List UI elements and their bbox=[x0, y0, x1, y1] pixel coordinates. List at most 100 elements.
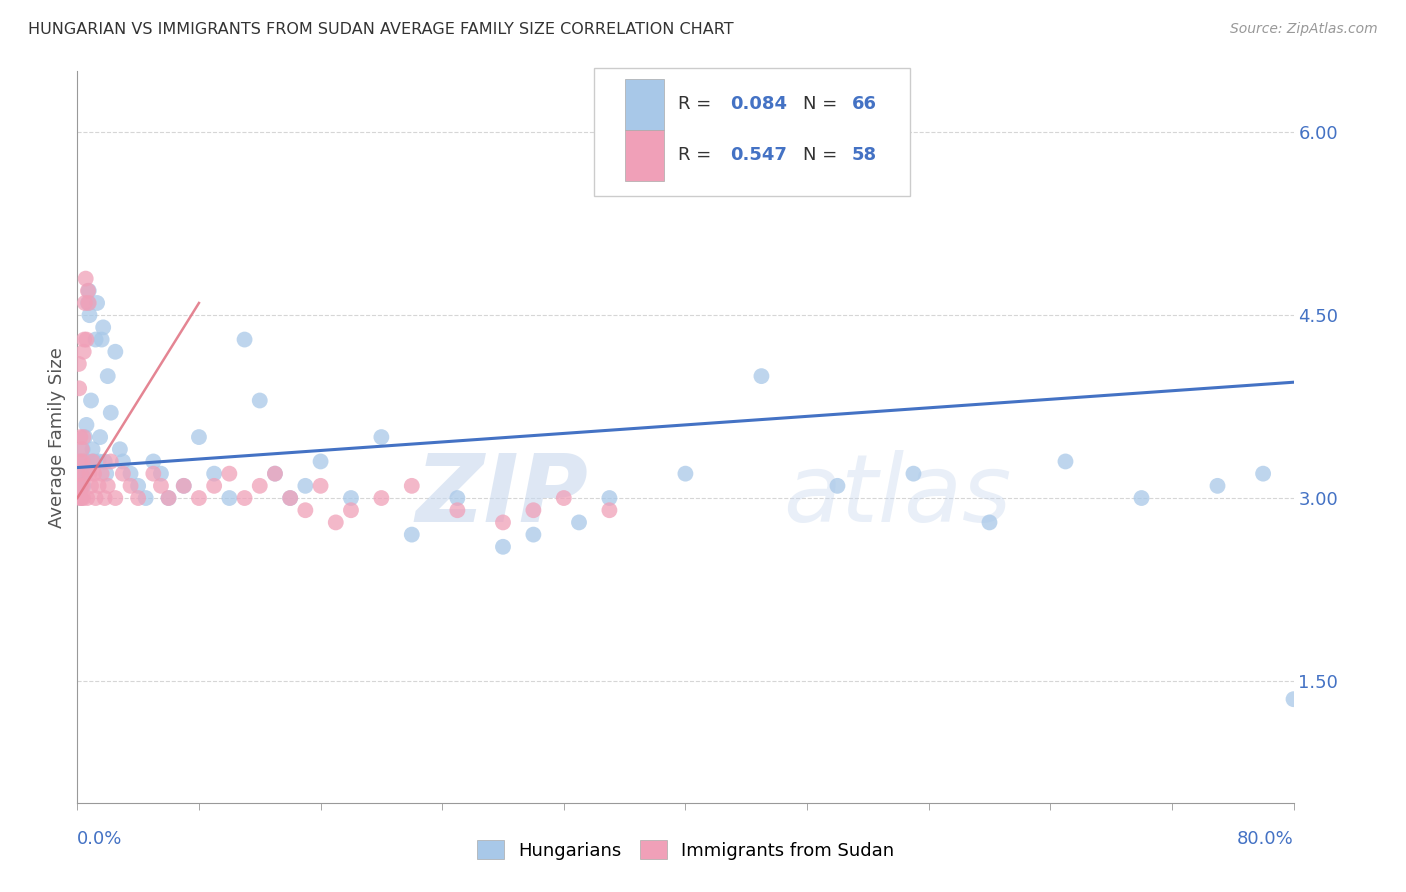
Point bbox=[249, 479, 271, 493]
Point bbox=[73, 344, 96, 359]
Point bbox=[104, 491, 127, 505]
Point bbox=[80, 393, 103, 408]
Point bbox=[111, 454, 134, 468]
Text: R =: R = bbox=[678, 146, 717, 164]
Point bbox=[157, 491, 180, 505]
Point bbox=[979, 516, 1001, 530]
Point bbox=[127, 479, 149, 493]
Point bbox=[90, 467, 112, 481]
Y-axis label: Average Family Size: Average Family Size bbox=[48, 347, 66, 527]
Point bbox=[370, 491, 392, 505]
Point bbox=[79, 308, 101, 322]
Text: 0.084: 0.084 bbox=[731, 95, 787, 113]
Point bbox=[69, 491, 91, 505]
Point bbox=[202, 479, 225, 493]
Point bbox=[72, 491, 94, 505]
Point bbox=[1130, 491, 1153, 505]
Point bbox=[84, 491, 107, 505]
Point bbox=[70, 491, 93, 505]
Point bbox=[83, 454, 105, 468]
Text: R =: R = bbox=[678, 95, 717, 113]
Point bbox=[233, 333, 256, 347]
Point bbox=[69, 467, 91, 481]
Point bbox=[108, 442, 131, 457]
Point bbox=[568, 516, 591, 530]
FancyBboxPatch shape bbox=[624, 78, 664, 130]
Point bbox=[553, 491, 575, 505]
Text: Source: ZipAtlas.com: Source: ZipAtlas.com bbox=[1230, 22, 1378, 37]
Text: atlas: atlas bbox=[783, 450, 1011, 541]
Point bbox=[142, 454, 165, 468]
Point bbox=[69, 430, 91, 444]
Point bbox=[522, 503, 544, 517]
Point bbox=[598, 491, 620, 505]
Point bbox=[96, 467, 118, 481]
Point bbox=[135, 491, 157, 505]
Point bbox=[188, 491, 211, 505]
Point bbox=[73, 296, 96, 310]
Point bbox=[370, 430, 392, 444]
Point bbox=[446, 491, 468, 505]
Point bbox=[76, 491, 98, 505]
Point bbox=[492, 516, 515, 530]
Point bbox=[202, 467, 225, 481]
Point bbox=[127, 491, 149, 505]
Text: HUNGARIAN VS IMMIGRANTS FROM SUDAN AVERAGE FAMILY SIZE CORRELATION CHART: HUNGARIAN VS IMMIGRANTS FROM SUDAN AVERA… bbox=[28, 22, 734, 37]
Point bbox=[77, 296, 100, 310]
Point bbox=[77, 296, 100, 310]
Text: 80.0%: 80.0% bbox=[1237, 830, 1294, 847]
Point bbox=[446, 503, 468, 517]
Point bbox=[77, 284, 100, 298]
Point bbox=[86, 296, 108, 310]
Point bbox=[67, 381, 90, 395]
Point bbox=[278, 491, 301, 505]
Point bbox=[1206, 479, 1229, 493]
Point bbox=[84, 333, 107, 347]
Point bbox=[73, 430, 96, 444]
Point bbox=[149, 479, 172, 493]
Point bbox=[309, 454, 332, 468]
Point bbox=[69, 479, 91, 493]
Point bbox=[69, 454, 91, 468]
Point bbox=[72, 479, 94, 493]
Point bbox=[67, 454, 90, 468]
Point bbox=[522, 527, 544, 541]
Point bbox=[72, 454, 94, 468]
Point bbox=[82, 442, 104, 457]
Text: 58: 58 bbox=[852, 146, 877, 164]
Point bbox=[80, 479, 103, 493]
Point bbox=[218, 491, 240, 505]
Point bbox=[67, 467, 90, 481]
Point bbox=[249, 393, 271, 408]
Point bbox=[100, 406, 122, 420]
Point bbox=[93, 491, 115, 505]
Text: 66: 66 bbox=[852, 95, 877, 113]
Point bbox=[401, 527, 423, 541]
Point bbox=[157, 491, 180, 505]
Point bbox=[264, 467, 287, 481]
Point bbox=[751, 369, 773, 384]
Point bbox=[87, 479, 110, 493]
Point bbox=[1251, 467, 1274, 481]
Point bbox=[218, 467, 240, 481]
Point bbox=[76, 454, 98, 468]
Point bbox=[294, 503, 316, 517]
Point bbox=[188, 430, 211, 444]
Point bbox=[69, 479, 91, 493]
Point bbox=[340, 503, 363, 517]
Point bbox=[75, 417, 97, 432]
Point bbox=[70, 467, 93, 481]
Point bbox=[97, 479, 120, 493]
Text: 0.547: 0.547 bbox=[731, 146, 787, 164]
Point bbox=[173, 479, 195, 493]
Point bbox=[72, 430, 94, 444]
Point bbox=[87, 454, 110, 468]
Point bbox=[77, 284, 100, 298]
Point bbox=[75, 467, 97, 481]
Point bbox=[97, 369, 120, 384]
Point bbox=[79, 467, 101, 481]
Point bbox=[104, 344, 127, 359]
Point bbox=[325, 516, 347, 530]
Point bbox=[75, 333, 97, 347]
Point bbox=[644, 150, 666, 164]
